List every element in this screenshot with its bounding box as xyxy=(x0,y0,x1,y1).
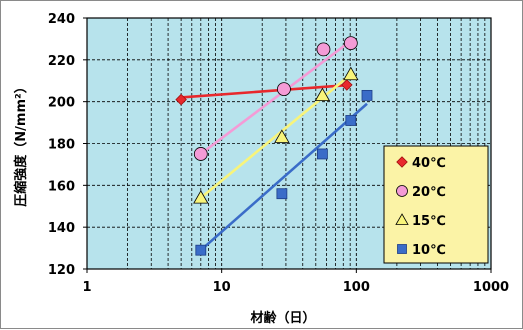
data-point xyxy=(343,66,359,81)
data-point xyxy=(274,129,290,143)
data-point xyxy=(193,190,209,204)
trend-line xyxy=(199,71,355,199)
y-tick-label: 240 xyxy=(48,12,75,27)
trend-line xyxy=(200,37,355,155)
legend-label: 15℃ xyxy=(412,214,446,229)
y-axis-title: 圧縮強度（N/mm²） xyxy=(13,80,29,206)
data-point xyxy=(314,87,331,102)
x-tick-label: 100 xyxy=(343,280,370,295)
data-point xyxy=(341,79,353,91)
trend-line xyxy=(199,102,368,252)
data-point xyxy=(277,82,291,97)
data-point xyxy=(343,36,358,50)
fit-lines xyxy=(181,37,368,252)
data-point xyxy=(317,148,328,160)
y-tick-label: 140 xyxy=(48,221,75,236)
legend-label: 10℃ xyxy=(412,243,446,258)
legend-label: 20℃ xyxy=(412,185,446,200)
x-tick-label: 1000 xyxy=(473,280,509,295)
data-point xyxy=(316,42,331,57)
legend: 40℃ 20℃ 15℃ 10℃ xyxy=(383,145,489,264)
y-tick-label: 180 xyxy=(48,138,75,153)
data-point xyxy=(361,89,373,101)
legend-marker xyxy=(396,185,408,197)
trend-line xyxy=(181,83,351,99)
data-point xyxy=(195,244,207,256)
data-point xyxy=(276,188,288,200)
x-tick-label: 1 xyxy=(82,280,91,295)
legend-marker xyxy=(395,213,409,225)
y-tick-label: 160 xyxy=(48,179,75,194)
legend-marker xyxy=(397,244,407,254)
data-point xyxy=(175,93,187,106)
data-point xyxy=(345,115,357,126)
y-tick-label: 120 xyxy=(48,263,75,278)
y-tick-label: 200 xyxy=(48,96,75,111)
legend-label: 40℃ xyxy=(412,156,446,171)
x-axis-title: 材齢（日） xyxy=(250,310,315,326)
y-tick-label: 220 xyxy=(48,54,75,69)
data-point xyxy=(193,147,208,161)
legend-marker xyxy=(396,156,408,168)
data-markers xyxy=(175,36,373,256)
x-tick-label: 10 xyxy=(213,280,231,295)
axes: 120 140 160 180 200 220 240 1 10 100 1000 材齢（日） 圧縮強度… xyxy=(13,12,509,326)
